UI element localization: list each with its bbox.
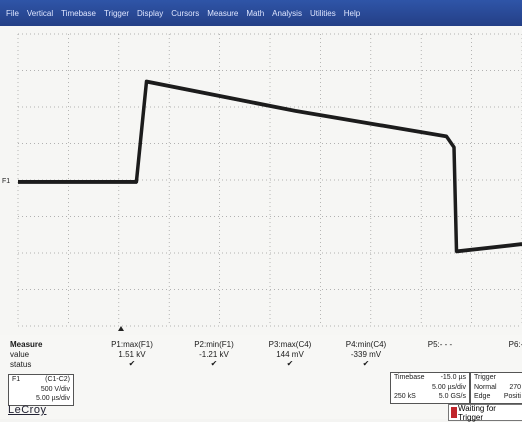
- menu-measure[interactable]: Measure: [207, 8, 239, 18]
- timebase-offset: -15.0 µs: [440, 374, 466, 381]
- menu-math[interactable]: Math: [246, 8, 265, 18]
- channel-descriptor-box[interactable]: F1 (C1-C2) 500 V/div 5.00 µs/div: [8, 374, 74, 406]
- menu-trigger[interactable]: Trigger: [103, 8, 129, 18]
- menu-timebase[interactable]: Timebase: [61, 8, 96, 18]
- channel-source: (C1-C2): [45, 376, 70, 383]
- param-value: 1.51 kV: [118, 350, 146, 359]
- param-value: -1.21 kV: [199, 350, 229, 359]
- trigger-status-text: Waiting for Trigger: [458, 403, 496, 422]
- param-name: P6:-: [508, 340, 522, 349]
- trigger-position-marker-icon: [118, 326, 124, 331]
- timebase-box[interactable]: Timebase -15.0 µs 5.00 µs/div 250 kS 5.0…: [390, 372, 470, 404]
- trace-label: F1: [2, 178, 10, 185]
- param-status-check-icon: ✔: [128, 359, 136, 368]
- param-value: -339 mV: [350, 350, 382, 359]
- timebase-samples: 250 kS: [394, 393, 416, 400]
- param-status-check-icon: ✔: [286, 359, 294, 368]
- status-indicator-icon: [451, 407, 457, 418]
- menu-bar: File Vertical Timebase Trigger Display Cursor…: [0, 0, 522, 26]
- measure-panel: Measure value status P1:max(F1) 1.51 kV ✔ P…: [0, 335, 522, 419]
- trace-f1-noise: [18, 82, 522, 254]
- trigger-label: Trigger: [474, 374, 496, 381]
- trigger-status: Waiting for Trigger: [448, 403, 522, 422]
- menu-file[interactable]: File: [6, 8, 19, 18]
- menu-help[interactable]: Help: [343, 8, 361, 18]
- waveform-svg: F1: [2, 33, 522, 331]
- param-name: P4:min(C4): [345, 340, 387, 349]
- status-row-label: status: [10, 360, 32, 369]
- menu-cursors[interactable]: Cursors: [171, 8, 200, 18]
- trigger-value: 270: [509, 384, 521, 391]
- lecroy-logo: LeCroy: [8, 404, 47, 416]
- timebase-div: 5.00 µs/div: [432, 384, 466, 391]
- channel-vdiv: 500 V/div: [40, 386, 70, 393]
- menu-utilities[interactable]: Utilities: [309, 8, 336, 18]
- param-name: P5:- - -: [427, 340, 453, 349]
- timebase-rate: 5.0 GS/s: [438, 393, 466, 400]
- param-name: P1:max(F1): [111, 340, 153, 349]
- menu-vertical[interactable]: Vertical: [26, 8, 54, 18]
- trigger-box[interactable]: Trigger Normal 270 Edge Positi: [470, 372, 522, 404]
- trigger-type: Edge: [474, 393, 491, 400]
- trigger-mode: Normal: [474, 384, 497, 391]
- param-name: P3:max(C4): [268, 340, 312, 349]
- waveform-display: F1: [0, 26, 522, 335]
- value-row-label: value: [10, 350, 30, 359]
- channel-name: F1: [12, 376, 21, 383]
- menu-display[interactable]: Display: [137, 8, 164, 18]
- timebase-label: Timebase: [394, 374, 425, 381]
- menu-analysis[interactable]: Analysis: [272, 8, 302, 18]
- param-name: P2:min(F1): [194, 340, 234, 349]
- param-status-check-icon: ✔: [210, 359, 218, 368]
- param-value: 144 mV: [276, 350, 304, 359]
- measure-title: Measure: [10, 340, 43, 349]
- param-status-check-icon: ✔: [362, 359, 370, 368]
- channel-tdiv: 5.00 µs/div: [36, 395, 70, 402]
- trigger-position: Positi: [503, 393, 521, 400]
